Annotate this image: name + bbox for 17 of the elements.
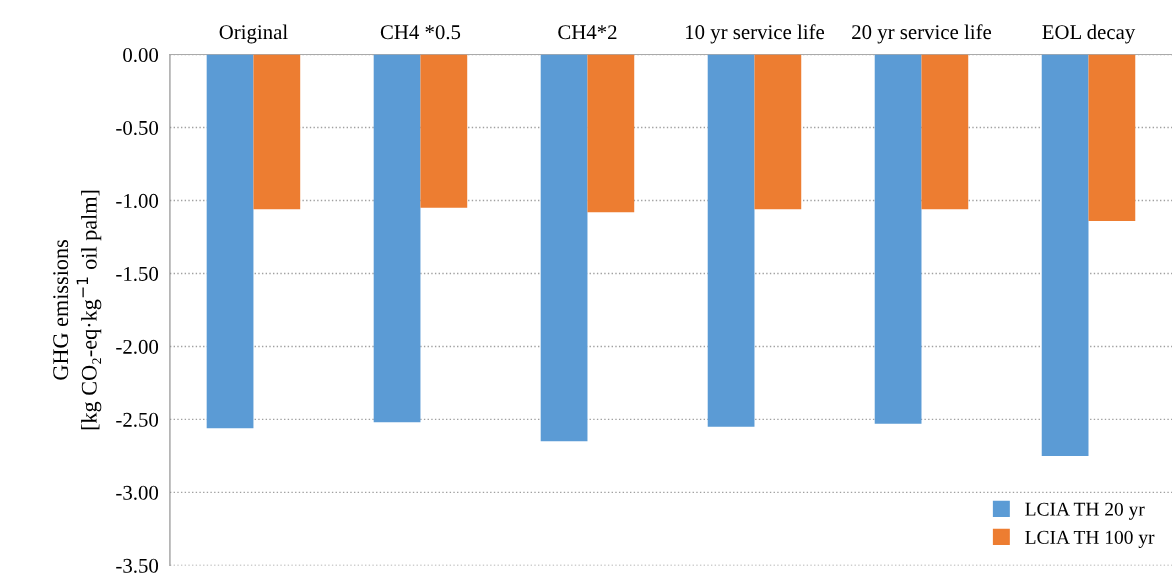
y-tick-label: -3.50 [116, 558, 159, 573]
y-tick-label: -0.50 [116, 120, 159, 136]
x-tick-label: 10 yr service life [686, 24, 825, 44]
legend-label: LCIA TH 100 yr [1025, 530, 1155, 548]
y-tick-label: -1.00 [116, 193, 159, 209]
y-tick-label: -2.50 [116, 412, 159, 427]
legend-label: LCIA TH 20 yr [1025, 502, 1145, 520]
x-tick-label: CH4*2 [558, 25, 617, 40]
y-tick-label: -2.00 [116, 339, 159, 354]
y-axis-title: GHG emissions [kg CO₂-eq·kg$^{−1}$ oil palm] [53, 190, 102, 430]
x-tick-label: CH4 *0.5 [380, 25, 461, 40]
x-tick-label: Original [219, 24, 288, 44]
x-tick-label: EOL decay [1042, 24, 1136, 44]
y-tick-label: 0.00 [123, 47, 159, 63]
y-tick-label: -1.50 [116, 266, 159, 281]
x-tick-label: 20 yr service life [852, 24, 992, 44]
y-tick-label: -3.00 [116, 485, 159, 500]
